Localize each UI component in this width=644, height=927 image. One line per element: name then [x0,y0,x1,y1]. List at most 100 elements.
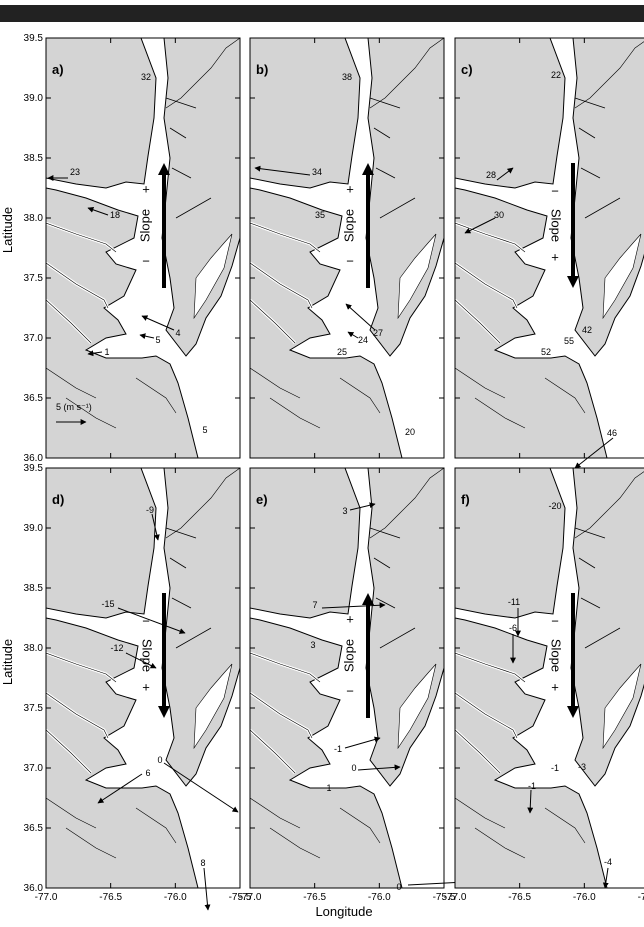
wind-vector [87,206,109,216]
basemap [250,38,444,458]
wind-vector [163,762,239,813]
x-tick-label: -76.5 [99,892,122,903]
map-panel: 39.5 39.0 38.5 38.0 37.5 37.0 36.5 36.0-77.0 -76… [24,463,252,911]
x-tick-label: -76.5 [508,892,531,903]
wind-vector [602,867,609,889]
panel-label: f) [461,492,470,507]
panel-label: d) [52,492,64,507]
y-tick-label: 39.5 [24,463,44,474]
y-tick-label: 37.0 [24,763,44,774]
x-tick-label: -76.0 [368,892,391,903]
panel-frame [45,467,241,889]
wind-vector [347,331,359,339]
wind-vector [496,167,514,181]
y-tick-label: 36.0 [24,453,44,464]
vector-label: 24 [358,335,368,345]
basemap [455,38,644,458]
y-tick-label: 36.5 [24,393,44,404]
panel-frame [249,37,445,459]
vector-label: 34 [312,167,322,177]
x-tick-label: -77.0 [444,892,467,903]
panel-frame [249,467,445,889]
slope-minus: − [551,614,559,629]
y-axis-title: Latitude [0,207,15,253]
y-tick-label: 37.5 [24,273,44,284]
y-tick-label: 39.0 [24,93,44,104]
wind-vector [203,867,211,911]
vector-label: 30 [494,210,504,220]
map-panel: -77.0 -76.5 -76.0 -75.5 e) 3 7 3 -1 0 1 0 Slope + − [239,467,466,903]
vector-label: 8 [200,858,205,868]
header-bar [0,5,644,22]
vector-label: -12 [110,643,123,653]
map-panel: -77.0 -76.5 -76.0 -75.5 f) -20 -11 -6 -1 -3 -1 -4 Sl… [444,467,644,903]
vector-label: -11 [508,597,520,607]
map-panel: 39.5 39.0 38.5 38.0 37.5 37.0 36.5 36.0 a) 32 23 18… [24,33,241,464]
panel-label: c) [461,62,473,77]
vector-label: 32 [141,72,151,82]
vector-label: 20 [405,427,415,437]
wind-vector [344,736,381,749]
basemap [455,468,644,888]
vector-label: 3 [310,640,315,650]
vector-label: 1 [326,783,331,793]
wind-vector [125,652,157,669]
vector-label: 27 [373,328,383,338]
panel-label: b) [256,62,268,77]
panel-label: e) [256,492,268,507]
slope-plus: + [551,250,559,265]
vector-label: 42 [582,325,592,335]
wind-vector [321,602,386,609]
slope-label: Slope [549,639,564,672]
x-tick-label: -75.5 [433,892,456,903]
vector-label: 35 [315,210,325,220]
slope-plus: + [142,182,150,197]
slope-plus: + [551,680,559,695]
vector-label: 23 [70,167,80,177]
map-area [250,468,444,888]
x-tick-label: -75.5 [229,892,252,903]
vector-label: -15 [101,599,114,609]
y-tick-label: 38.5 [24,583,44,594]
vector-label: 52 [541,347,551,357]
slope-label: Slope [140,639,155,672]
vector-label: 6 [145,768,150,778]
panel-label: a) [52,62,64,77]
wind-vector [117,607,186,634]
y-tick-label: 38.5 [24,153,44,164]
wind-vector [151,513,160,541]
wind-vector [349,502,376,511]
vector-label: 4 [175,328,180,338]
map-area [46,38,240,458]
basemap [250,468,444,888]
slope-label: Slope [341,209,356,242]
x-tick-label: -76.0 [573,892,596,903]
vector-label: -1 [551,763,559,773]
wind-vector [527,789,534,814]
vector-label: 0 [351,763,356,773]
slope-minus: − [142,254,150,269]
slope-label: Slope [549,209,564,242]
basemap [46,468,240,888]
map-area [46,468,240,888]
vector-label: -4 [604,857,612,867]
slope-minus: − [142,614,150,629]
vector-label: 7 [312,600,317,610]
slope-minus: − [346,684,354,699]
y-tick-label: 36.0 [24,883,44,894]
wind-vector [464,217,496,234]
wind-vector [254,165,311,176]
slope-label: Slope [137,209,152,242]
slope-minus: − [346,254,354,269]
vector-label: -1 [528,781,536,791]
vector-label: -3 [578,762,586,772]
panel-frame [45,37,241,459]
vector-label: 1 [104,347,109,357]
wind-vector [357,764,401,771]
x-tick-label: -77.0 [35,892,58,903]
y-tick-label: 36.5 [24,823,44,834]
vector-label: -20 [548,501,561,511]
wind-vector [141,315,175,331]
slope-plus: + [346,612,354,627]
